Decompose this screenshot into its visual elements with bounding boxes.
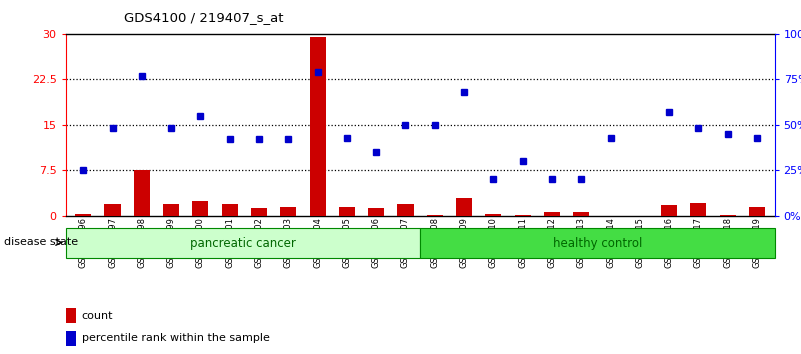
- Text: disease state: disease state: [4, 238, 78, 247]
- Bar: [661, 205, 677, 216]
- Text: pancreatic cancer: pancreatic cancer: [190, 237, 296, 250]
- Bar: [163, 204, 179, 216]
- Bar: [397, 204, 413, 216]
- Bar: [280, 207, 296, 216]
- Bar: [574, 212, 590, 216]
- Text: healthy control: healthy control: [553, 237, 642, 250]
- Bar: [251, 208, 267, 216]
- Bar: [66, 308, 75, 323]
- Bar: [104, 204, 121, 216]
- Bar: [339, 207, 355, 216]
- Bar: [75, 213, 91, 216]
- Bar: [309, 37, 326, 216]
- Bar: [719, 215, 736, 216]
- Bar: [485, 213, 501, 216]
- Bar: [427, 215, 443, 216]
- Text: GDS4100 / 219407_s_at: GDS4100 / 219407_s_at: [124, 11, 284, 24]
- Text: percentile rank within the sample: percentile rank within the sample: [82, 333, 270, 343]
- Bar: [66, 228, 420, 258]
- Bar: [192, 201, 208, 216]
- Bar: [456, 198, 472, 216]
- Bar: [134, 170, 150, 216]
- Bar: [222, 204, 238, 216]
- Bar: [420, 228, 775, 258]
- Bar: [544, 212, 560, 216]
- Bar: [368, 208, 384, 216]
- Text: count: count: [82, 311, 113, 321]
- Bar: [66, 331, 75, 346]
- Bar: [749, 207, 765, 216]
- Bar: [514, 215, 531, 216]
- Bar: [690, 202, 706, 216]
